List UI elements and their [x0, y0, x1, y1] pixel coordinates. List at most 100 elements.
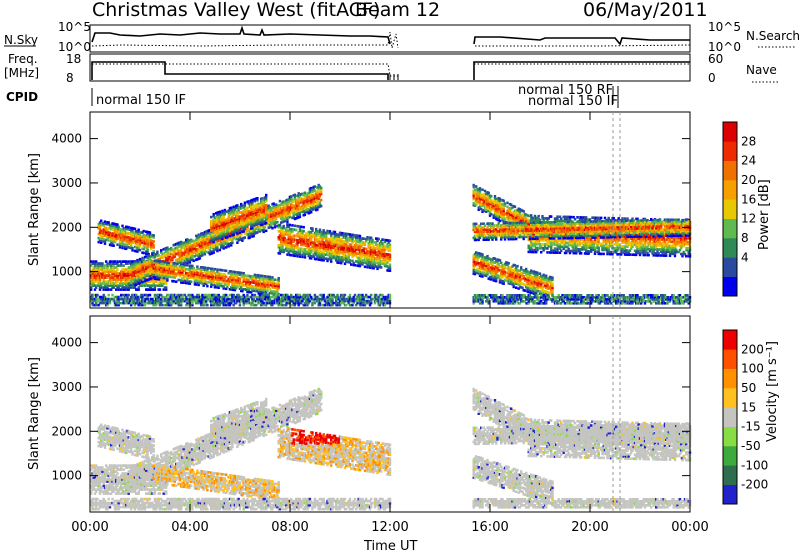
power-cell — [238, 229, 242, 232]
power-cell — [163, 266, 167, 270]
power-cell — [231, 241, 234, 245]
power-cell — [210, 221, 213, 225]
power-cell — [186, 244, 189, 247]
power-cell — [106, 223, 109, 226]
power-cell — [277, 230, 280, 233]
power-cell — [161, 256, 164, 260]
power-cell — [165, 253, 168, 256]
power-cell — [553, 247, 557, 250]
power-cell — [372, 260, 375, 264]
power-cell — [125, 262, 128, 265]
power-cell — [335, 251, 338, 254]
power-cell — [322, 235, 325, 238]
power-cell — [181, 277, 184, 280]
power-cell — [225, 228, 228, 231]
power-cell — [263, 210, 267, 213]
power-cell — [243, 288, 247, 291]
power-cell — [213, 271, 217, 275]
power-cell — [366, 236, 369, 239]
power-cell — [248, 286, 252, 290]
power-cell — [542, 237, 545, 240]
power-cell — [127, 260, 130, 263]
power-cell — [290, 197, 293, 200]
power-cell — [292, 246, 295, 249]
power-cell — [223, 208, 227, 212]
power-cell — [261, 215, 264, 218]
power-cell — [282, 234, 285, 238]
power-cell — [357, 240, 360, 244]
power-cell — [537, 238, 540, 242]
power-cell — [100, 276, 103, 279]
power-cell — [117, 274, 120, 277]
power-cell — [243, 276, 247, 279]
power-cell — [562, 219, 565, 223]
power-cell — [370, 264, 373, 268]
power-cell — [226, 243, 229, 247]
power-cell — [305, 252, 308, 255]
power-cell — [352, 249, 355, 253]
power-cell — [145, 265, 148, 268]
power-cell — [160, 251, 163, 254]
power-cell — [292, 204, 295, 207]
power-cell — [280, 234, 283, 237]
power-cell — [258, 224, 262, 227]
power-cell — [130, 240, 133, 244]
power-cell — [141, 256, 144, 260]
power-cell — [510, 207, 513, 211]
power-cell — [330, 254, 333, 257]
power-cell — [302, 251, 305, 255]
power-cell — [168, 253, 172, 256]
power-cell — [143, 276, 147, 279]
power-cell — [312, 201, 315, 205]
power-cell — [143, 259, 147, 263]
power-cell — [157, 265, 160, 269]
power-cell — [311, 204, 314, 207]
power-cell — [336, 243, 339, 246]
power-cell — [301, 204, 304, 208]
power-cell — [325, 233, 328, 237]
power-cell — [148, 269, 152, 273]
power-cell — [97, 282, 100, 285]
power-cell — [223, 238, 227, 242]
power-cell — [258, 206, 262, 209]
power-cell — [372, 248, 375, 252]
power-cell — [171, 258, 174, 261]
power-cell — [383, 244, 387, 248]
power-cell — [235, 212, 238, 216]
power-cell — [263, 196, 267, 199]
power-cell — [237, 227, 240, 231]
power-cell — [272, 206, 275, 209]
nsky-panel: N.Sky 10^5 10^0 10^5 10^0 N.Search — [4, 20, 800, 54]
power-cell — [253, 287, 257, 291]
power-cell — [565, 245, 568, 249]
power-cell — [350, 263, 353, 266]
power-cell — [313, 199, 317, 202]
power-cell — [167, 248, 170, 251]
power-cell — [310, 231, 313, 234]
power-cell — [342, 234, 345, 237]
power-cell — [231, 239, 234, 243]
power-cell — [320, 198, 323, 202]
power-cell — [265, 211, 268, 215]
power-cell — [370, 256, 373, 260]
power-cell — [192, 249, 195, 253]
power-cell — [542, 219, 545, 222]
power-cell — [243, 278, 247, 281]
power-cell — [325, 257, 328, 260]
power-cell — [167, 263, 170, 266]
power-cell — [125, 243, 128, 247]
power-cell — [173, 264, 177, 267]
power-cell — [256, 205, 259, 208]
power-cell — [232, 233, 235, 237]
power-cell — [483, 189, 487, 193]
power-cell — [225, 210, 228, 213]
power-cell — [191, 252, 194, 255]
power-cell — [142, 274, 145, 277]
power-cell — [122, 242, 125, 246]
power-cell — [235, 278, 238, 282]
power-cell — [517, 215, 520, 219]
power-cell — [238, 238, 242, 241]
power-cell — [116, 237, 119, 240]
power-cell — [335, 249, 338, 252]
power-cell — [231, 230, 234, 233]
